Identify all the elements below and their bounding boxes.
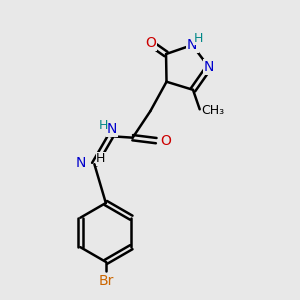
Text: N: N xyxy=(106,122,117,136)
Text: Br: Br xyxy=(98,274,113,288)
Text: H: H xyxy=(96,152,106,165)
Text: H: H xyxy=(194,32,203,45)
Text: CH₃: CH₃ xyxy=(201,104,224,117)
Text: N: N xyxy=(76,156,86,170)
Text: N: N xyxy=(204,60,214,74)
Text: H: H xyxy=(98,119,108,132)
Text: O: O xyxy=(160,134,172,148)
Text: O: O xyxy=(145,36,156,50)
Text: N: N xyxy=(187,38,197,52)
